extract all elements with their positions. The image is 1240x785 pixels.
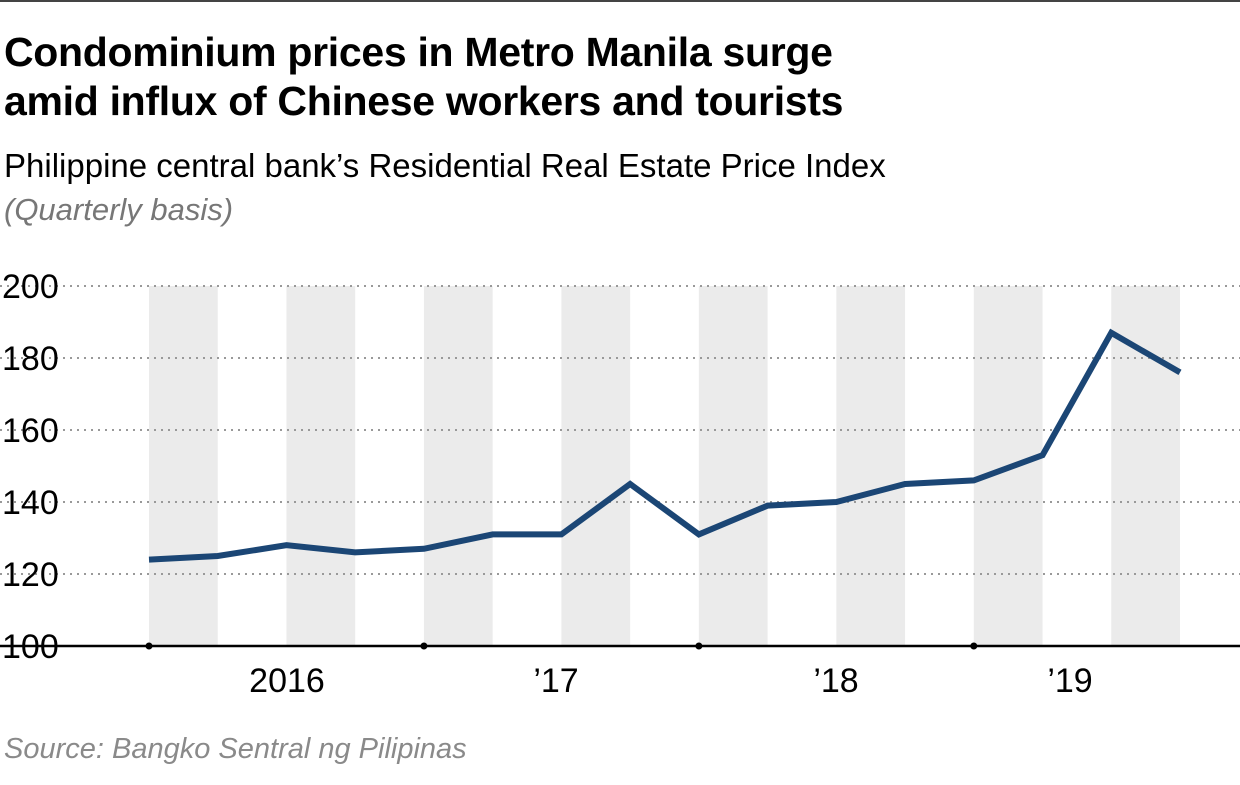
quarter-band <box>561 286 631 646</box>
quarter-band <box>149 286 218 646</box>
y-tick-label: 140 <box>2 484 59 522</box>
quarter-band <box>1111 286 1180 646</box>
x-tick-label: 2016 <box>249 662 325 700</box>
x-axis: 2016 ’17 ’18 ’19 <box>0 642 1240 700</box>
x-tick-label: ’18 <box>813 662 858 700</box>
series <box>148 328 1182 563</box>
top-rule <box>0 0 1240 2</box>
title-line-2: amid influx of Chinese workers and touri… <box>4 78 844 124</box>
source-note: Source: Bangko Sentral ng Pilipinas <box>4 733 467 765</box>
year-tick-dot <box>695 642 703 650</box>
chart-subtitle: Philippine central bank’s Residential Re… <box>4 147 886 184</box>
y-tick-label: 160 <box>2 412 59 450</box>
year-tick-dot <box>420 642 428 650</box>
y-tick-label: 200 <box>2 268 59 306</box>
quarter-band <box>286 286 356 646</box>
quarter-band <box>698 286 768 646</box>
x-tick-label: ’19 <box>1047 662 1092 700</box>
chart-note: (Quarterly basis) <box>4 192 234 227</box>
chart-title: Condominium prices in Metro Manila surge… <box>4 28 843 126</box>
quarter-band <box>423 286 493 646</box>
year-tick-dot <box>145 642 153 650</box>
quarter-band <box>836 286 906 646</box>
y-tick-label: 120 <box>2 556 59 594</box>
x-tick-label: ’17 <box>533 662 578 700</box>
y-tick-label: 180 <box>2 340 59 378</box>
quarter-bands <box>149 286 1180 646</box>
series-line <box>148 328 1182 563</box>
title-line-1: Condominium prices in Metro Manila surge <box>4 29 833 75</box>
year-tick-dot <box>970 642 978 650</box>
